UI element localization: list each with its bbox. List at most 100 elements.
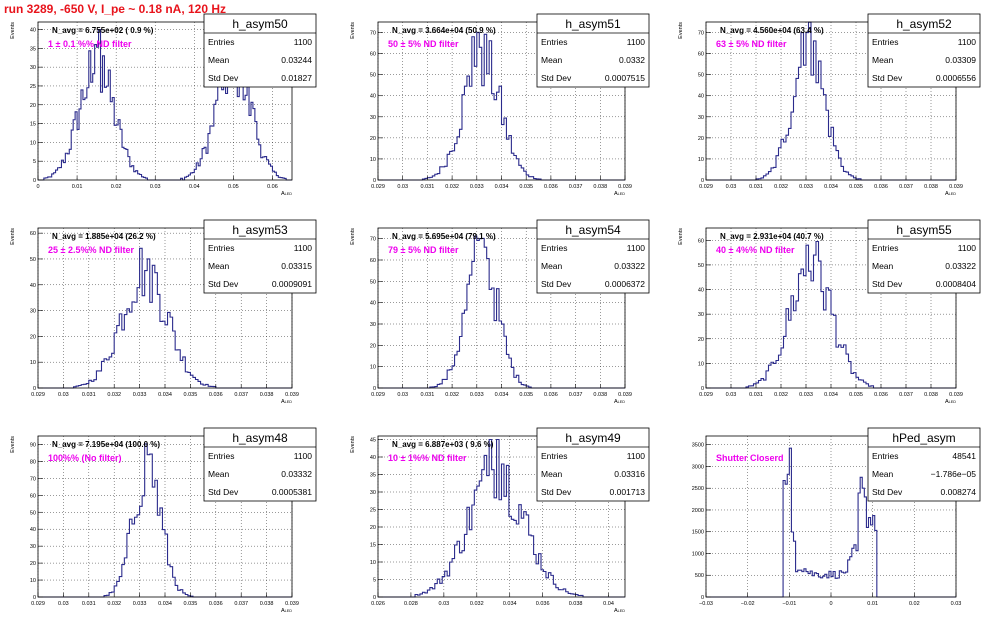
stats-box-frame [867,427,981,502]
navg-label: N_avg = 6.755e+02 ( 0.9 %) [52,26,154,35]
y-axis-label: Events [10,228,16,245]
x-tick-label: 0.031 [82,392,96,398]
x-tick-label: 0.029 [31,392,45,398]
y-tick-label: 60 [30,493,36,499]
y-tick-label: 20 [698,136,704,142]
navg-label: N_avg = 5.695e+04 (79.1 %) [392,232,496,241]
x-tick-label: 0.03 [397,184,408,190]
y-tick-label: 30 [370,322,376,328]
y-tick-label: 50 [370,279,376,285]
x-tick-label: 0.05 [228,184,239,190]
x-tick-label: 0.04 [603,601,614,607]
x-tick-label: 0.04 [189,184,200,190]
stat-label: Entries [872,37,898,47]
x-tick-label: 0.035 [184,601,198,607]
x-tick-label: 0.039 [285,601,299,607]
y-tick-label: 15 [370,543,376,549]
y-tick-label: 3000 [692,464,704,470]
x-tick-label: 0.03 [58,392,69,398]
x-tick-label: 0.06 [267,184,278,190]
histogram-name: h_asym51 [565,17,621,31]
x-tick-label: 0.037 [569,184,583,190]
panel-h_asym55: 0.029 0.03 0.031 0.032 0.033 0.034 0.035 0.036 0… [678,219,981,405]
stat-label: Std Dev [872,487,903,497]
x-tick-label: 0.029 [699,184,713,190]
x-tick-label: 0.032 [445,392,459,398]
stat-label: Entries [208,243,234,253]
stat-value: 1100 [627,451,646,461]
x-tick-label: 0.036 [874,184,888,190]
y-axis-label: Events [678,22,684,39]
x-axis-label: ALED [945,191,956,197]
page-title: run 3289, -650 V, I_pe ~ 0.18 nA, 120 Hz [4,2,227,16]
stat-label: Mean [541,469,563,479]
filter-annotation: 79 ± 5% ND filter [388,245,459,255]
stat-label: Std Dev [872,73,903,83]
filter-annotation: 1 ± 0.1 %% ND filter [48,39,132,49]
panel-h_asym54: 0.029 0.03 0.031 0.032 0.033 0.034 0.035 0.036 0… [350,219,650,405]
x-tick-label: 0.036 [209,392,223,398]
panel-h_asym52: 0.029 0.03 0.031 0.032 0.033 0.034 0.035 0.036 0… [678,13,981,197]
x-axis-label: ALED [614,191,625,197]
filter-annotation: 50 ± 5% ND filter [388,39,459,49]
stat-value: 0.0332 [619,55,645,65]
y-tick-label: 0 [373,386,376,392]
x-tick-label: 0.031 [82,601,96,607]
stat-value: 1100 [294,451,313,461]
x-tick-label: 0.039 [949,184,963,190]
stat-label: Entries [541,451,567,461]
x-tick-label: 0.02 [909,601,920,607]
x-tick-label: 0.029 [371,392,385,398]
x-tick-label: 0.037 [899,184,913,190]
stat-value: 1100 [958,37,977,47]
x-tick-label: 0.032 [445,184,459,190]
stat-label: Entries [541,37,567,47]
stat-label: Mean [541,55,563,65]
y-tick-label: 20 [30,103,36,109]
stat-value: 0.0006556 [936,73,976,83]
stats-box-frame [867,13,981,88]
x-tick-label: 0.038 [593,184,607,190]
stat-value: 0.03309 [945,55,976,65]
stats-box: h_asym49 Entries 1100 Mean 0.03316 Std Dev 0.0… [536,427,650,502]
x-axis-label: ALED [281,191,292,197]
y-tick-label: 40 [30,283,36,289]
stat-value: 0.0006372 [605,279,645,289]
y-tick-label: 70 [30,476,36,482]
x-tick-label: 0.036 [544,184,558,190]
x-tick-label: 0.033 [799,184,813,190]
stats-box-frame [203,427,317,502]
histogram-name: h_asym50 [232,17,288,31]
stat-value: −1.786e−05 [931,469,977,479]
y-tick-label: 50 [30,510,36,516]
navg-label: N_avg = 3.664e+04 (50.9 %) [392,26,496,35]
y-tick-label: 25 [30,84,36,90]
stat-value: 1100 [627,243,646,253]
x-axis-label: ALED [281,608,292,614]
stats-box-frame [203,219,317,294]
histogram-name: h_asym48 [232,431,288,445]
y-axis-label: Events [350,22,356,39]
x-tick-label: 0.039 [618,184,632,190]
stats-box: h_asym53 Entries 1100 Mean 0.03315 Std Dev 0.0… [203,219,317,294]
y-tick-label: 5 [33,159,36,165]
x-tick-label: 0 [36,184,39,190]
navg-label: N_avg = 4.560e+04 (63.4 %) [720,26,824,35]
histogram-name: h_asym54 [565,223,621,237]
stat-label: Entries [872,451,898,461]
x-tick-label: 0.031 [421,392,435,398]
y-tick-label: 40 [30,527,36,533]
x-tick-label: 0.03 [726,184,737,190]
y-tick-label: 10 [370,157,376,163]
x-tick-label: 0.032 [774,392,788,398]
stat-value: 0.001713 [610,487,646,497]
y-tick-label: 30 [370,115,376,121]
x-tick-label: 0.01 [72,184,83,190]
x-tick-label: 0.036 [544,392,558,398]
stat-label: Std Dev [208,73,239,83]
y-tick-label: 0 [33,595,36,601]
x-tick-label: 0.032 [107,392,121,398]
y-tick-label: 40 [370,301,376,307]
x-tick-label: 0.034 [495,392,509,398]
stats-box: h_asym54 Entries 1100 Mean 0.03322 Std Dev 0.0… [536,219,650,294]
